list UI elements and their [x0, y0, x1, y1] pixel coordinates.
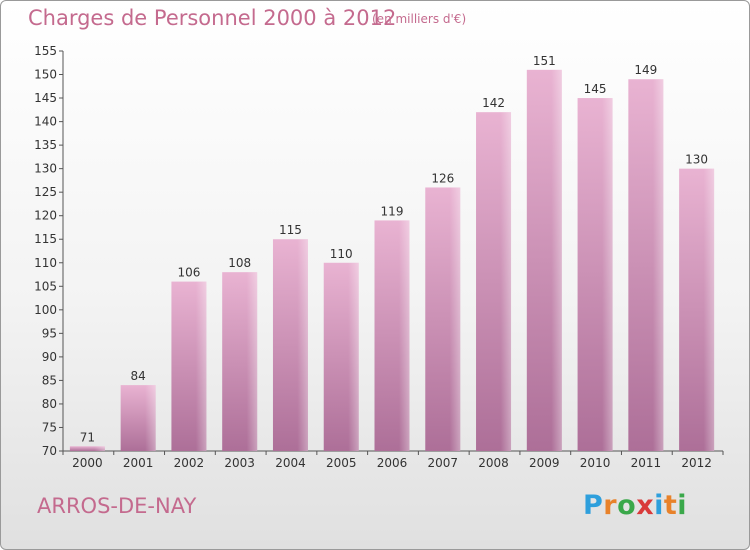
commune-name: ARROS-DE-NAY — [37, 494, 197, 518]
bar-highlight — [323, 262, 359, 451]
logo-letter: t — [663, 490, 678, 521]
logo-letter: i — [677, 490, 688, 521]
y-tick-label: 105 — [34, 279, 57, 293]
bar-highlight — [425, 187, 461, 451]
y-tick-label: 115 — [34, 232, 57, 246]
y-tick-label: 130 — [34, 162, 57, 176]
chart-title: Charges de Personnel 2000 à 2012 — [28, 6, 397, 30]
y-tick-label: 140 — [34, 115, 57, 129]
x-tick-label: 2003 — [224, 456, 255, 470]
x-tick-label: 2008 — [478, 456, 509, 470]
data-label: 108 — [228, 256, 251, 270]
data-label: 115 — [279, 223, 302, 237]
y-tick-label: 85 — [42, 373, 57, 387]
y-tick-label: 155 — [34, 44, 57, 58]
data-label: 126 — [431, 171, 454, 185]
data-label: 110 — [330, 247, 353, 261]
logo-letter: x — [636, 490, 655, 521]
y-tick-label: 110 — [34, 256, 57, 270]
data-label: 71 — [80, 430, 95, 444]
x-tick-label: 2001 — [123, 456, 154, 470]
x-tick-label: 2010 — [580, 456, 611, 470]
x-tick-label: 2002 — [174, 456, 205, 470]
y-tick-label: 100 — [34, 303, 57, 317]
bar-highlight — [222, 272, 258, 451]
proxiti-logo: Proxiti — [583, 490, 687, 521]
data-label: 149 — [634, 63, 657, 77]
y-tick-label: 90 — [42, 350, 57, 364]
logo-letter: r — [603, 490, 618, 521]
y-tick-label: 80 — [42, 397, 57, 411]
x-tick-label: 2000 — [72, 456, 103, 470]
y-tick-label: 75 — [42, 420, 57, 434]
bar-highlight — [171, 281, 207, 451]
data-label: 106 — [177, 266, 200, 280]
x-tick-label: 2007 — [427, 456, 458, 470]
data-label: 142 — [482, 96, 505, 110]
y-tick-label: 145 — [34, 91, 57, 105]
bar-highlight — [69, 446, 105, 451]
x-tick-label: 2012 — [681, 456, 712, 470]
bar-highlight — [577, 98, 613, 451]
bar-highlight — [374, 220, 410, 451]
y-tick-label: 95 — [42, 326, 57, 340]
logo-letter: P — [583, 490, 604, 521]
y-tick-label: 135 — [34, 138, 57, 152]
bar-highlight — [120, 385, 156, 451]
data-label: 130 — [685, 153, 708, 167]
x-tick-label: 2005 — [326, 456, 357, 470]
chart-subtitle: (en milliers d'€) — [372, 12, 467, 26]
y-tick-label: 70 — [42, 444, 57, 458]
data-label: 145 — [584, 82, 607, 96]
bar-highlight — [679, 168, 715, 451]
x-tick-label: 2004 — [275, 456, 306, 470]
y-tick-label: 150 — [34, 68, 57, 82]
bar-highlight — [526, 69, 562, 451]
bar-highlight — [272, 239, 308, 451]
data-label: 151 — [533, 54, 556, 68]
bar-highlight — [628, 79, 664, 451]
x-tick-label: 2006 — [377, 456, 408, 470]
bar-highlight — [476, 112, 512, 452]
logo-letter: i — [654, 490, 664, 521]
logo-letter: o — [617, 490, 637, 521]
y-tick-label: 120 — [34, 209, 57, 223]
x-tick-label: 2011 — [631, 456, 662, 470]
data-label: 84 — [131, 369, 146, 383]
y-tick-label: 125 — [34, 185, 57, 199]
data-label: 119 — [381, 204, 404, 218]
x-tick-label: 2009 — [529, 456, 560, 470]
